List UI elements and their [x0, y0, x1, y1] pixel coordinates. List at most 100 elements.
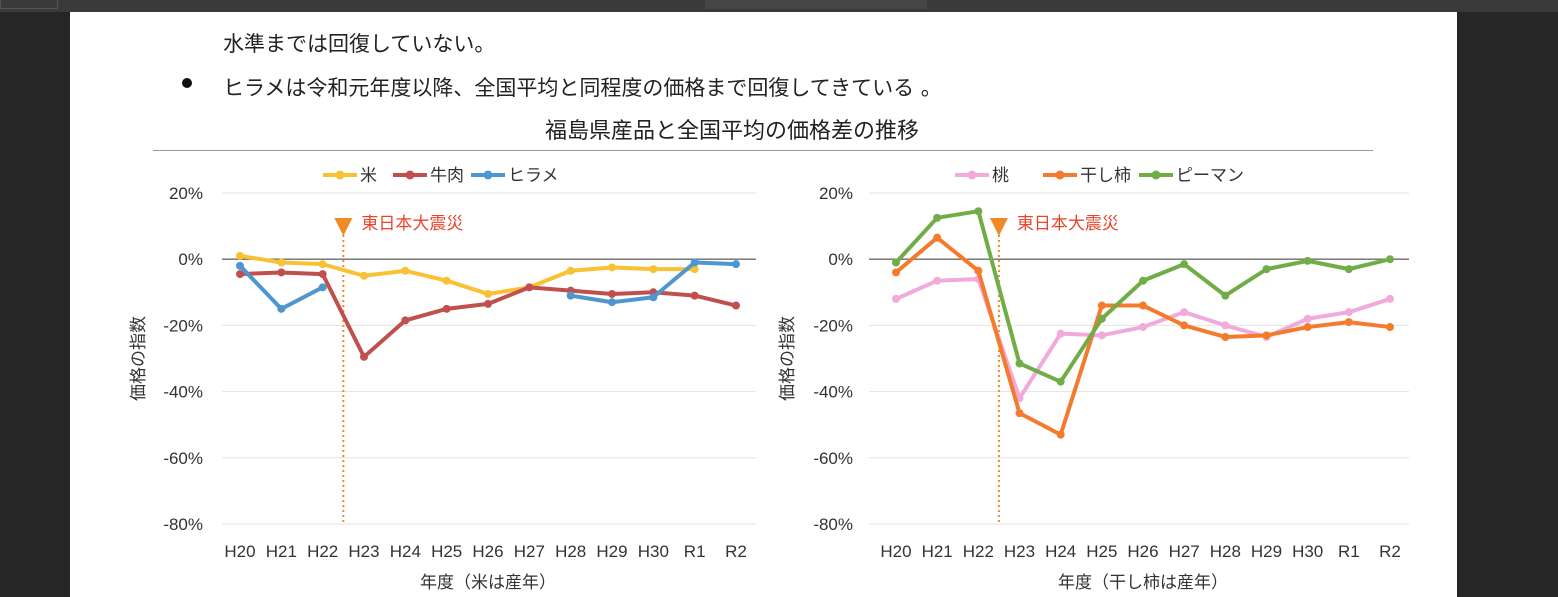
chart1-series-beef-point	[401, 316, 410, 325]
right-line-chart: 20% 0% -20% -40% -60% -80% H20 H21 H22 H23 H24 H25 H…	[778, 166, 1409, 592]
bullet-icon	[182, 78, 192, 88]
chart2-series-pepper-point	[1056, 377, 1065, 386]
chart1-x-tick-label: H21	[266, 542, 297, 561]
chart2-y-axis-title: 価格の指数	[778, 316, 797, 401]
chart1-series-rice-point	[442, 276, 451, 285]
chart1-x-tick-label: H25	[431, 542, 462, 561]
chart1-x-tick-label: R2	[725, 542, 747, 561]
chart1-series-flounder-point	[277, 304, 286, 313]
chart2-series-peach-point	[1056, 329, 1065, 338]
chart2-x-tick-label: H20	[880, 542, 911, 561]
body-text-line: 水準までは回復していない。	[223, 32, 496, 56]
chart1-series-beef-point	[484, 299, 492, 308]
toolbar-button[interactable]	[0, 0, 58, 9]
chart1-y-tick-label: 0%	[178, 250, 203, 269]
chart1-legend-label-beef: 牛肉	[430, 166, 464, 185]
chart2-series-persimmon-point	[974, 266, 983, 275]
chart2-quake-label: 東日本大震災	[1017, 214, 1119, 233]
chart2-series-persimmon-point	[1097, 301, 1106, 310]
chart2-series-pepper-point	[1221, 291, 1230, 300]
chart2-x-tick-label: H28	[1210, 542, 1241, 561]
chart2-series-peach-point	[1303, 314, 1312, 323]
chart2-x-axis-title: 年度（干し柿は産年）	[1058, 573, 1228, 592]
chart2-series-pepper-point	[892, 258, 900, 267]
chart2-series-persimmon-point	[1015, 409, 1024, 418]
chart2-x-tick-label: H27	[1169, 542, 1200, 561]
right-margin	[1457, 12, 1558, 597]
chart2-series-pepper-point	[1015, 359, 1024, 368]
chart2-series-persimmon-point	[892, 268, 900, 277]
chart1-series-beef-point	[360, 352, 368, 361]
chart1-series-rice-point	[484, 289, 492, 298]
chart2-x-tick-label: H30	[1292, 542, 1323, 561]
chart1-series-beef-point	[525, 283, 534, 292]
chart2-x-tick-label: R1	[1338, 542, 1360, 561]
chart2-legend-label-peach: 桃	[992, 166, 1009, 185]
chart1-x-tick-label: H27	[514, 542, 545, 561]
chart1-x-tick-label: H30	[638, 542, 669, 561]
chart1-x-tick-label: H29	[596, 542, 627, 561]
chart1-y-tick-label: -60%	[163, 449, 203, 468]
toolbar-tab[interactable]	[705, 0, 927, 9]
chart1-series-beef-point	[236, 270, 244, 279]
chart2-legend-marker-pepper	[1151, 170, 1161, 180]
chart1-y-tick-label: -80%	[163, 515, 203, 534]
chart1-series-beef-point	[732, 301, 740, 310]
chart1-series-flounder-point	[608, 298, 616, 307]
chart2-x-tick-label: H25	[1086, 542, 1117, 561]
chart2-x-tick-label: H21	[922, 542, 953, 561]
chart2-series-pepper-point	[1344, 265, 1353, 274]
chart2-series-peach-point	[1097, 331, 1106, 340]
chart1-x-tick-label: H20	[224, 542, 255, 561]
chart1-series-flounder-point	[318, 283, 327, 292]
chart1-y-tick-label: -20%	[163, 316, 203, 335]
chart2-series-persimmon-point	[933, 233, 942, 242]
chart1-series-rice-point	[360, 271, 368, 280]
chart1-series-rice-point	[318, 260, 327, 269]
chart2-series-peach-point	[1180, 308, 1189, 317]
chart1-legend-marker-beef	[405, 170, 415, 180]
chart1-series-beef-point	[608, 289, 616, 298]
chart2-y-tick-label: -80%	[813, 515, 853, 534]
chart2-series-pepper-line	[894, 209, 1392, 384]
chart1-series-rice-point	[236, 251, 244, 260]
chart1-x-tick-label: H23	[348, 542, 379, 561]
chart1-y-tick-label: -40%	[163, 383, 203, 402]
chart2-series-pepper-point	[974, 207, 983, 216]
bullet-text: ヒラメは令和元年度以降、全国平均と同程度の価格まで回復してきている 。	[223, 76, 942, 100]
chart1-series-rice-point	[566, 266, 575, 275]
chart2-legend-label-persimmon: 干し柿	[1080, 166, 1131, 185]
chart2-legend-marker-peach	[967, 170, 977, 180]
chart1-series-rice-point	[401, 266, 410, 275]
chart2-legend-marker-persimmon	[1055, 170, 1065, 180]
chart1-series-flounder-point	[236, 261, 244, 270]
chart2-y-tick-label: 20%	[819, 184, 853, 203]
chart1-x-tick-label: R1	[684, 542, 706, 561]
chart2-y-tick-label: -20%	[813, 316, 853, 335]
chart2-x-tick-label: H23	[1004, 542, 1035, 561]
chart1-series-beef-line	[238, 270, 738, 359]
chart1-series-beef-point	[277, 268, 286, 277]
chart2-series-persimmon-point	[1221, 332, 1230, 341]
chart1-x-tick-label: H22	[307, 542, 338, 561]
chart1-series-flounder-point	[566, 291, 575, 300]
chart2-series-peach-point	[1344, 308, 1353, 317]
chart2-legend-label-pepper: ピーマン	[1176, 166, 1244, 185]
chart2-series-persimmon-point	[1303, 323, 1312, 332]
chart2-y-tick-label: -40%	[813, 383, 853, 402]
chart1-series-flounder-point	[732, 260, 740, 269]
chart1-series-rice-point	[608, 263, 616, 272]
chart2-series-peach-point	[1139, 323, 1147, 332]
chart1-series-beef-point	[690, 291, 699, 300]
chart2-series-persimmon-point	[1344, 318, 1353, 327]
chart1-quake-label: 東日本大震災	[361, 214, 463, 233]
chart2-x-tick-label: H22	[963, 542, 994, 561]
chart1-series-rice-point	[277, 258, 286, 267]
left-margin	[0, 12, 70, 597]
chart1-legend-marker-rice	[335, 170, 345, 180]
chart1-x-tick-label: H28	[555, 542, 586, 561]
chart2-series-peach-point	[1221, 321, 1230, 330]
chart1-x-tick-label: H26	[472, 542, 503, 561]
chart2-series-persimmon-point	[1139, 301, 1147, 310]
chart2-series-persimmon-point	[1262, 331, 1271, 340]
